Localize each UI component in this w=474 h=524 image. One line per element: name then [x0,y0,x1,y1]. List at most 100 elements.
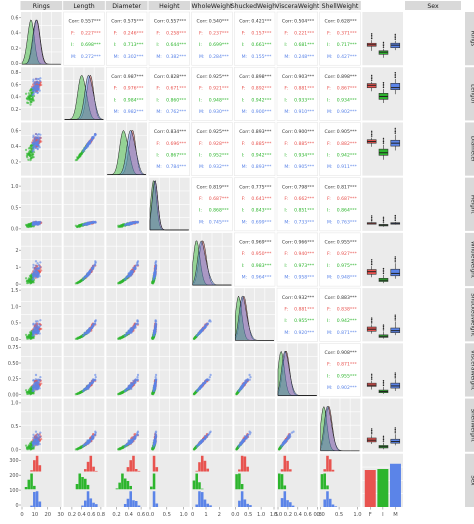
corr-value-overall-WholeWeight-ShuckedWeight: 0.969*** [251,240,272,246]
corr-value-F-Rings-ShellWeight: 0.371*** [337,30,358,36]
scatter-point-M-WholeWeight-Diameter-26 [124,278,126,280]
corr-label-overall-Length-Height: Corr: [154,74,166,80]
scatter-point-F-WholeWeight-Rings-50 [40,269,42,271]
scatter-point-I-VisceraWeight-Rings-49 [27,391,29,393]
scatter-point-F-Diameter-Rings-50 [40,140,42,142]
corr-label-overall-Rings-Length: Corr: [69,19,81,25]
corr-label-overall-Height-WholeWeight: Corr: [197,184,209,190]
box-outlier-F-Rings-2 [371,35,372,36]
box-outlier-M-ShuckedWeight-1 [395,318,396,319]
corr-value-M-Diameter-WholeWeight: 0.932*** [209,164,230,170]
corr-label-M-WholeWeight-ShellWeight: M: [327,275,333,281]
corr-value-M-Length-ShellWeight: 0.902*** [337,109,358,115]
corr-value-M-Rings-WholeWeight: 0.284*** [209,54,230,60]
scatter-point-M-VisceraWeight-Length-39 [94,374,96,376]
scatter-point-M-ShuckedWeight-Rings-51 [36,332,38,334]
scatter-point-M-ShellWeight-Height-26 [152,446,154,448]
scatter-point-M-WholeWeight-Rings-39 [35,260,37,262]
scatter-point-M-ShellWeight-Rings-15 [39,431,41,433]
corr-label-M-ShuckedWeight-ShellWeight: M: [327,330,333,336]
scatter-point-M-Height-Length-43 [92,221,94,223]
corr-value-overall-WholeWeight-VisceraWeight: 0.966*** [294,240,315,246]
corr-value-I-Height-WholeWeight: 0.868*** [209,208,230,214]
scatter-point-M-WholeWeight-Rings-26 [31,278,33,280]
corr-label-overall-Rings-ShellWeight: Corr: [325,19,337,25]
corr-label-M-Diameter-ShuckedWeight: M: [242,164,248,170]
corr-value-overall-Height-WholeWeight: 0.819*** [209,184,230,190]
scatter-point-I-Height-Diameter-50 [119,225,121,227]
scatter-point-M-VisceraWeight-Rings-43 [35,378,37,380]
corr-value-overall-Rings-Height: 0.557*** [166,19,187,25]
scatter-point-M-ShuckedWeight-Height-26 [152,335,154,337]
scatter-point-M-Height-Rings-53 [37,222,39,224]
scatter-point-I-WholeWeight-Rings-49 [27,280,29,282]
scatter-point-M-ShellWeight-Height-43 [155,435,157,437]
corr-label-F-Length-WholeWeight: F: [199,86,203,92]
scatter-point-M-ShellWeight-Diameter-43 [135,435,137,437]
corr-value-M-Rings-ShellWeight: 0.427*** [337,54,358,60]
corr-value-F-Length-WholeWeight: 0.921*** [209,86,230,92]
scatter-point-M-WholeWeight-Rings-6 [32,264,34,266]
box-outlier-F-Rings-0 [371,38,372,39]
box-outlier-M-Height-1 [395,218,396,219]
scatter-point-M-VisceraWeight-Rings-51 [36,388,38,390]
scatter-point-I-VisceraWeight-Diameter-51 [121,392,123,394]
scatter-point-M-Length-Rings-33 [37,82,39,84]
scatter-point-M-WholeWeight-Rings-51 [36,275,38,277]
scatter-point-M-VisceraWeight-Length-54 [87,386,89,388]
scatter-point-M-VisceraWeight-Diameter-54 [129,386,131,388]
corr-label-overall-Diameter-Height: Corr: [154,129,166,135]
scatter-point-I-VisceraWeight-Rings-50 [33,392,35,394]
corr-label-F-Diameter-Height: F: [156,141,160,147]
scatter-point-I-VisceraWeight-ShuckedWeight-51 [236,392,238,394]
box-outlier-M-VisceraWeight-1 [395,376,396,377]
corr-value-F-WholeWeight-VisceraWeight: 0.940*** [294,251,315,257]
scatter-point-M-ShellWeight-Rings-42 [35,438,37,440]
scatter-point-M-Diameter-Rings-33 [37,136,39,138]
box-outlier-I-Diameter-2 [383,139,384,140]
box-outlier-I-Height-3 [383,217,384,218]
corr-label-overall-Rings-WholeWeight: Corr: [197,19,209,25]
scatter-point-M-ShuckedWeight-Diameter-43 [135,323,137,325]
corr-value-M-Height-WholeWeight: 0.745*** [209,219,230,225]
box-outlier-I-Rings-1 [383,45,384,46]
corr-label-M-Height-ShuckedWeight: M: [242,219,248,225]
corr-value-overall-VisceraWeight-ShellWeight: 0.908*** [337,350,358,356]
panel-ShuckedWeight-Sex [362,288,403,341]
scatter-point-M-Diameter-Length-39 [94,133,96,135]
corr-label-M-Rings-WholeWeight: M: [199,54,205,60]
scatter-point-M-VisceraWeight-Diameter-43 [135,378,137,380]
scatter-point-M-ShuckedWeight-Rings-26 [31,335,33,337]
corr-label-F-Diameter-ShuckedWeight: F: [242,141,246,147]
box-outlier-M-Diameter-3 [395,128,396,129]
scatter-point-I-Length-Rings-51 [30,98,32,100]
corr-value-M-ShuckedWeight-ShellWeight: 0.871*** [337,330,358,336]
corr-label-M-WholeWeight-ShuckedWeight: M: [242,275,248,281]
corr-value-overall-Diameter-WholeWeight: 0.925*** [209,129,230,135]
scatter-point-M-ShellWeight-Length-26 [82,446,84,448]
box-outlier-I-VisceraWeight-0 [383,385,384,386]
box-outlier-I-Rings-0 [383,47,384,48]
box-outlier-M-Height-3 [395,215,396,216]
scatter-point-M-VisceraWeight-Diameter-26 [124,390,126,392]
scatter-point-M-ShellWeight-Rings-53 [37,440,39,442]
corr-label-F-Height-VisceraWeight: F: [284,196,288,202]
corr-value-overall-Diameter-ShuckedWeight: 0.893*** [251,129,272,135]
scatter-point-I-Length-Rings-52 [28,92,30,94]
corr-label-M-Rings-Length: M: [71,54,77,60]
corr-label-F-Length-Diameter: F: [114,86,118,92]
scatter-point-M-WholeWeight-Length-43 [92,265,94,267]
corr-value-I-Length-ShuckedWeight: 0.942*** [251,97,272,103]
corr-label-M-Rings-VisceraWeight: M: [284,54,290,60]
box-outlier-M-VisceraWeight-3 [395,372,396,373]
scatter-point-M-VisceraWeight-Length-43 [92,378,94,380]
scatter-point-M-VisceraWeight-Rings-54 [31,386,33,388]
corr-label-I-Rings-ShellWeight: I: [327,42,330,48]
corr-label-F-VisceraWeight-ShellWeight: F: [327,362,331,368]
scatter-point-M-WholeWeight-Height-43 [155,265,157,267]
scatter-point-M-WholeWeight-Length-32 [94,262,96,264]
box-outlier-I-Height-1 [383,220,384,221]
scatter-point-I-Length-Rings-47 [25,93,27,95]
box-outlier-F-Height-3 [371,215,372,216]
corr-label-I-Height-ShuckedWeight: I: [242,208,245,214]
